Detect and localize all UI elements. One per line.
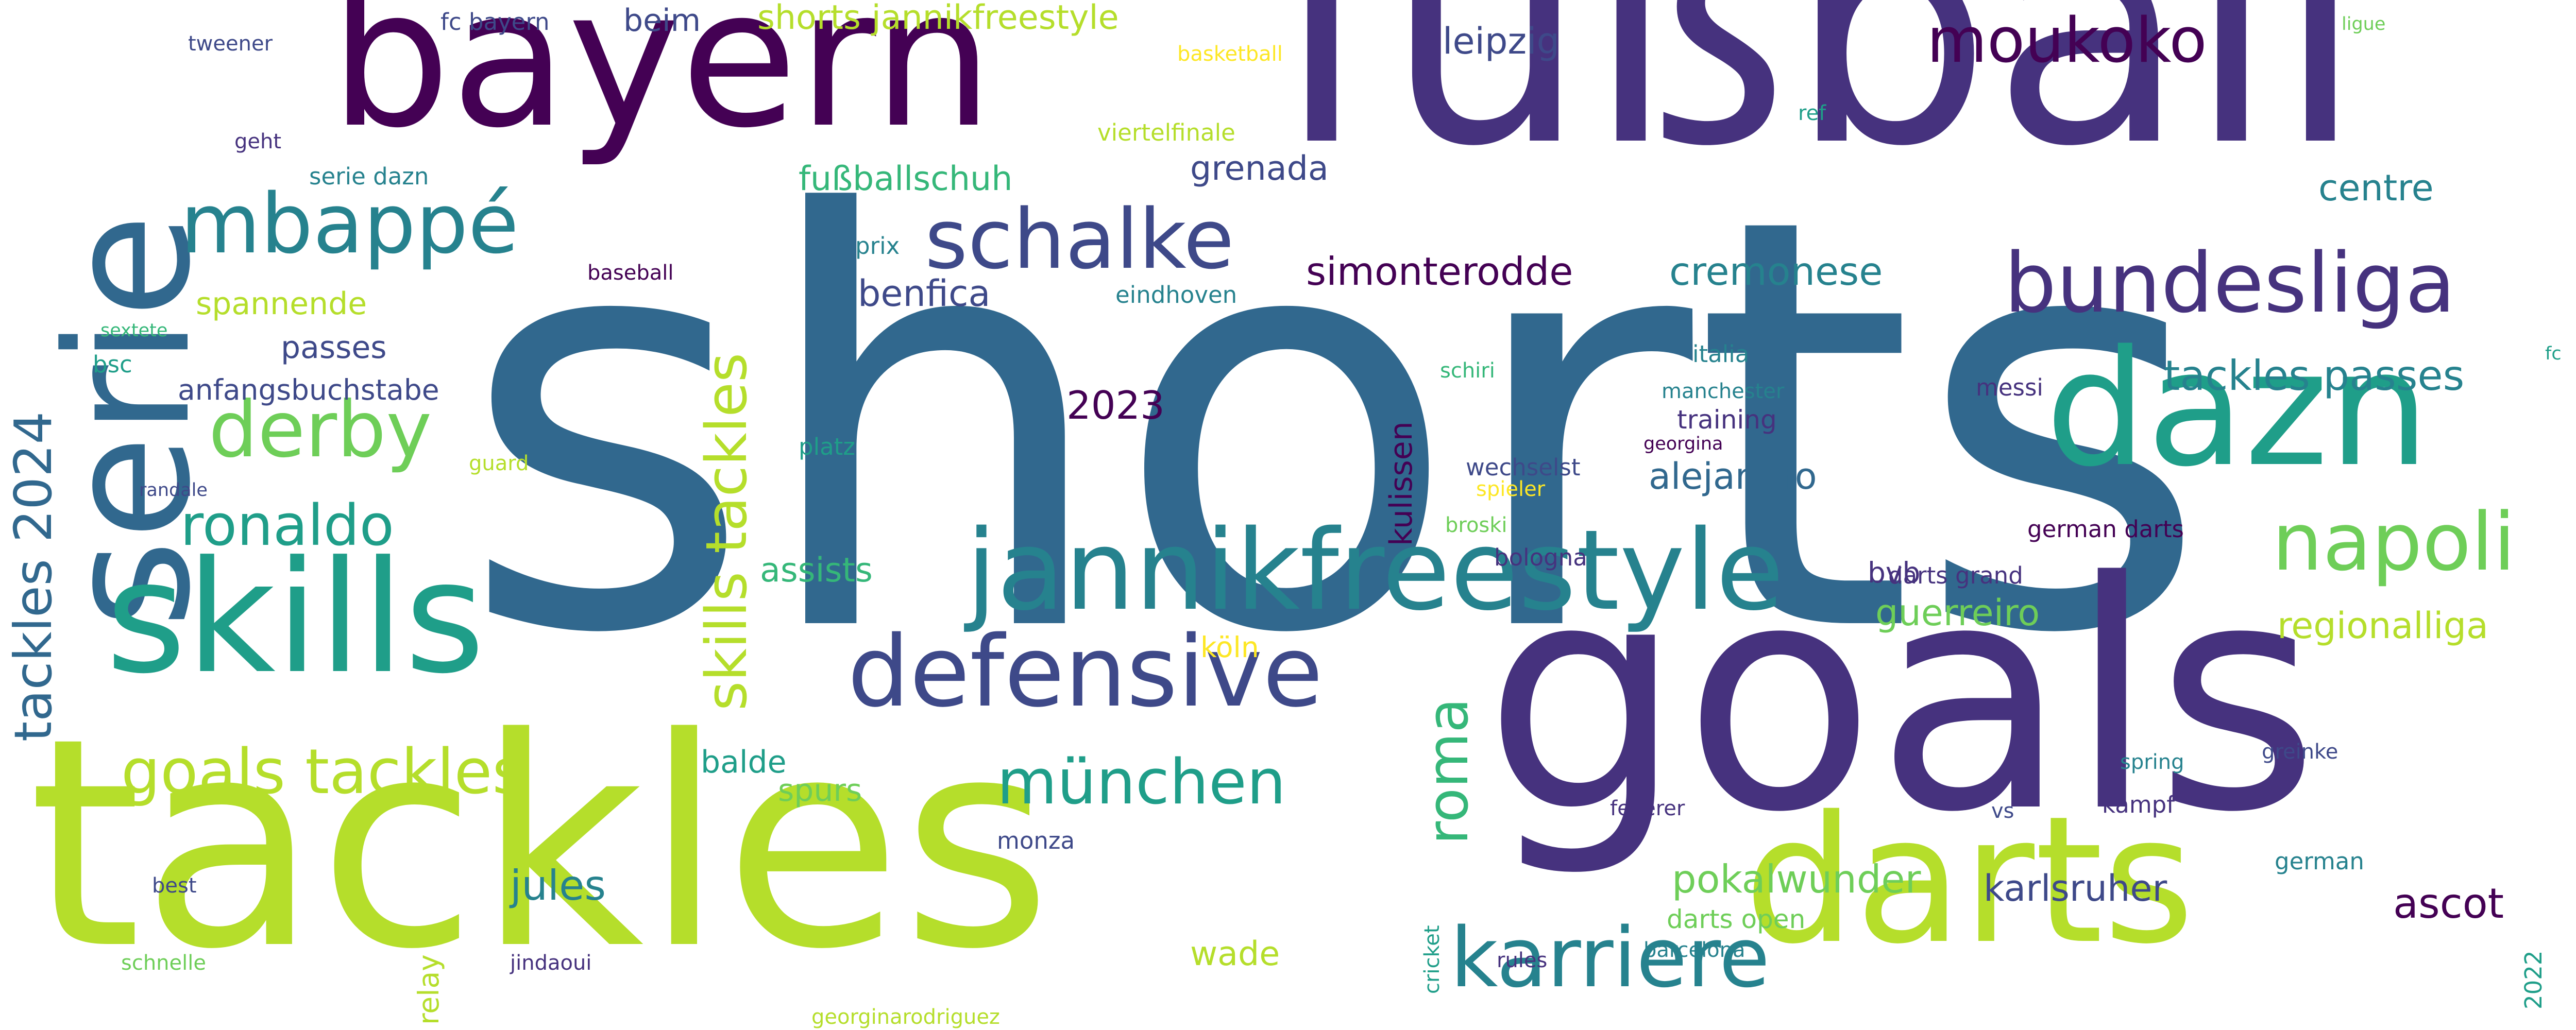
cloud-word: shorts jannikfreestyle (757, 0, 1119, 37)
cloud-word: barcelona (1643, 938, 1745, 962)
cloud-word: karriere (1450, 909, 1770, 1006)
cloud-word: eindhoven (1115, 281, 1238, 308)
cloud-word: skills (106, 528, 485, 708)
cloud-word: guerreiro (1875, 592, 2040, 634)
cloud-word: monza (997, 827, 1075, 854)
cloud-word: tackles passes (2164, 352, 2465, 400)
cloud-word: goals (1484, 515, 2319, 881)
cloud-word: georginarodriguez (811, 1005, 1000, 1029)
cloud-word: training (1677, 405, 1777, 435)
cloud-word: rules (1497, 949, 1548, 972)
cloud-word: moukoko (1927, 5, 2207, 77)
cloud-word: balde (701, 744, 787, 780)
cloud-word: kulissen (1383, 421, 1419, 546)
cloud-word: cremonese (1669, 249, 1883, 294)
cloud-word: schnelle (121, 951, 206, 975)
cloud-word: tackles 2024 (3, 411, 63, 742)
cloud-word: prix (855, 232, 900, 260)
cloud-word: messi (1976, 374, 2043, 401)
cloud-word: spannende (196, 286, 367, 322)
cloud-word: jules (510, 862, 606, 909)
cloud-word: guard (469, 452, 529, 475)
cloud-word: geht (234, 130, 282, 153)
cloud-word: darts open (1667, 904, 1806, 934)
cloud-word: german darts (2027, 516, 2184, 543)
cloud-word: federer (1610, 797, 1685, 820)
cloud-word: bvb (1868, 556, 1921, 589)
cloud-word: basketball (1177, 42, 1283, 66)
cloud-word: fußball (1273, 0, 2365, 216)
cloud-word: viertelfinale (1097, 119, 1235, 146)
cloud-word: mbappé (180, 176, 519, 272)
cloud-word: spieler (1476, 477, 1546, 501)
cloud-word: simonterodde (1306, 249, 1573, 294)
cloud-word: ligue (2342, 14, 2386, 35)
cloud-word: pokalwunder (1672, 856, 1921, 902)
cloud-word: vs (1991, 799, 2014, 823)
cloud-word: leipzig (1443, 20, 1560, 62)
cloud-word: alejandro (1649, 455, 1817, 497)
cloud-word: münchen (997, 747, 1286, 818)
cloud-word: spring (2120, 750, 2184, 774)
cloud-word: georgina (1643, 434, 1723, 454)
cloud-word: ref (1798, 101, 1826, 125)
cloud-word: darts (1744, 779, 2195, 983)
cloud-word: jannikfreestyle (966, 506, 1784, 635)
cloud-word: defensive (848, 615, 1323, 729)
cloud-word: skills tackles (693, 352, 759, 711)
cloud-word: bayern (330, 0, 994, 170)
cloud-word: fußballschuh (799, 160, 1013, 198)
cloud-word: fc bayern (440, 8, 550, 36)
cloud-word: tweener (188, 32, 273, 56)
cloud-word: bologna (1494, 544, 1587, 571)
cloud-word: ronaldo (180, 492, 394, 558)
cloud-word: fc (2545, 344, 2562, 364)
cloud-word: 2023 (1066, 383, 1165, 428)
cloud-word: randale (139, 480, 208, 501)
cloud-word: kampf (2102, 791, 2175, 818)
cloud-word: grenada (1190, 149, 1329, 188)
cloud-word: wechselst (1466, 454, 1581, 481)
cloud-word: serie dazn (309, 163, 429, 190)
cloud-word: anfangsbuchstabe (178, 373, 439, 406)
cloud-word: bundesliga (2004, 235, 2456, 331)
cloud-word: spurs (778, 772, 862, 809)
cloud-word: darts grand (1888, 562, 2023, 589)
cloud-word: köln (1200, 631, 1259, 664)
cloud-word: schiri (1440, 359, 1495, 383)
cloud-word: beim (623, 3, 701, 39)
cloud-word: karlsruher (1984, 867, 2167, 909)
cloud-word: jindaoui (510, 951, 592, 975)
cloud-word: wade (1190, 935, 1280, 973)
cloud-word: passes (281, 330, 387, 366)
cloud-word: tackles (28, 677, 1052, 1012)
cloud-word: bsc (93, 351, 132, 378)
cloud-word: assists (760, 551, 873, 590)
cloud-word: greinke (2262, 740, 2338, 764)
cloud-word: schalke (925, 191, 1234, 287)
cloud-word: broski (1445, 513, 1507, 537)
cloud-word: derby (209, 385, 432, 475)
cloud-word: 2022 (2520, 950, 2547, 1009)
cloud-word: shorts (459, 98, 2210, 757)
cloud-word: baseball (587, 261, 674, 285)
cloud-word: cricket (1420, 925, 1444, 994)
cloud-word: best (152, 874, 197, 898)
cloud-word: sextete (100, 320, 168, 341)
cloud-word: german (2275, 848, 2364, 875)
cloud-word: benfica (858, 272, 991, 315)
cloud-word: italia (1692, 340, 1750, 368)
cloud-word: manchester (1662, 380, 1785, 403)
cloud-word: ascot (2393, 880, 2504, 928)
cloud-word: dazn (2045, 316, 2430, 502)
cloud-word: roma (1415, 698, 1481, 845)
cloud-word: relay (412, 954, 445, 1025)
cloud-word: platz (799, 433, 855, 460)
cloud-word: napoli (2272, 495, 2516, 589)
cloud-word: centre (2318, 167, 2434, 209)
cloud-word: regionalliga (2277, 605, 2488, 647)
cloud-word: goals tackles (121, 736, 524, 808)
